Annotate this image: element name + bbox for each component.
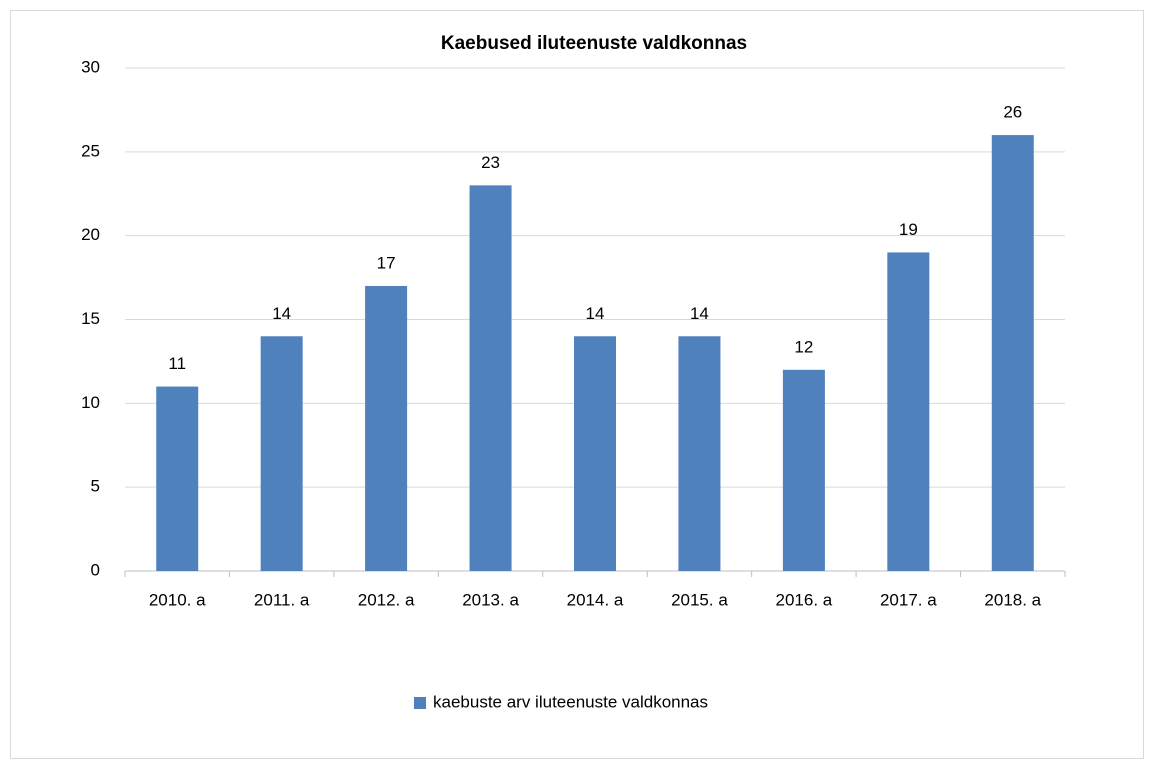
y-tick-label: 20 <box>81 225 100 244</box>
x-tick-label: 2015. a <box>671 590 728 609</box>
data-label: 14 <box>690 304 709 323</box>
bar <box>156 386 199 571</box>
data-label: 26 <box>1003 103 1022 122</box>
y-tick-label: 25 <box>81 141 100 160</box>
y-tick-label: 5 <box>91 477 100 496</box>
bar <box>678 336 721 571</box>
legend-swatch <box>414 697 426 709</box>
bar <box>991 135 1034 572</box>
data-label: 12 <box>794 337 813 356</box>
x-tick-label: 2010. a <box>149 590 206 609</box>
x-tick-label: 2017. a <box>880 590 937 609</box>
chart-title: Kaebused iluteenuste valdkonnas <box>441 33 747 54</box>
y-tick-label: 0 <box>91 560 100 579</box>
data-label: 11 <box>168 354 186 373</box>
data-label: 19 <box>899 220 918 239</box>
legend-label: kaebuste arv iluteenuste valdkonnas <box>433 692 708 711</box>
bar <box>574 336 616 571</box>
x-tick-label: 2014. a <box>567 590 624 609</box>
data-label: 14 <box>272 304 291 323</box>
data-label: 17 <box>377 253 396 272</box>
bar <box>782 369 825 571</box>
y-tick-label: 30 <box>81 57 100 76</box>
y-tick-label: 10 <box>81 393 100 412</box>
x-tick-label: 2016. a <box>776 590 833 609</box>
x-tick-label: 2018. a <box>984 590 1041 609</box>
y-tick-label: 15 <box>81 309 100 328</box>
bar <box>887 252 930 571</box>
data-label: 23 <box>481 153 500 172</box>
bar <box>260 336 303 571</box>
x-tick-label: 2011. a <box>254 590 310 609</box>
bar <box>469 185 512 571</box>
x-tick-label: 2012. a <box>358 590 415 609</box>
bar <box>365 285 408 571</box>
x-tick-label: 2013. a <box>462 590 519 609</box>
data-label: 14 <box>586 304 605 323</box>
